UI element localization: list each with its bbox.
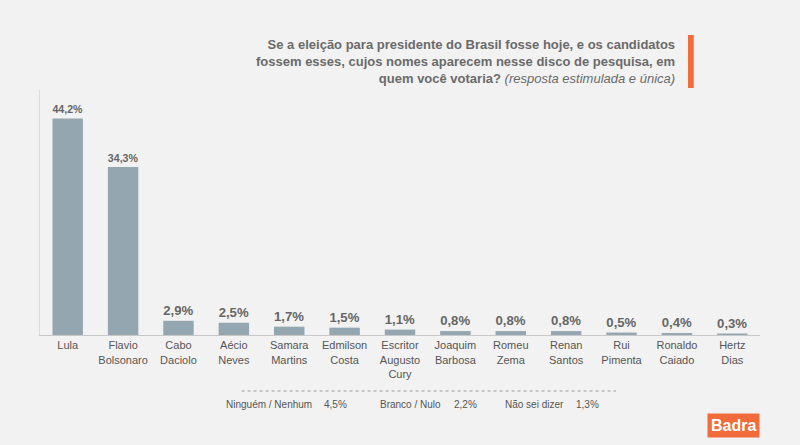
svg-text:FlavioBolsonaro: FlavioBolsonaro <box>98 339 148 365</box>
svg-text:Não sei dizer: Não sei dizer <box>505 399 564 410</box>
svg-text:1,5%: 1,5% <box>329 310 359 325</box>
svg-text:2,5%: 2,5% <box>219 305 249 320</box>
svg-text:RenanSantos: RenanSantos <box>549 339 584 365</box>
svg-text:RonaldoCaiado: RonaldoCaiado <box>656 339 697 365</box>
svg-text:0,8%: 0,8% <box>496 313 526 328</box>
svg-text:Se a eleição para presidente d: Se a eleição para presidente do Brasil f… <box>256 37 675 86</box>
svg-text:EdmilsonCosta: EdmilsonCosta <box>322 339 367 365</box>
svg-text:2,2%: 2,2% <box>454 399 477 410</box>
svg-text:1,1%: 1,1% <box>385 312 415 327</box>
svg-text:Lula: Lula <box>57 339 79 351</box>
svg-text:AécioNeves: AécioNeves <box>218 339 250 365</box>
svg-text:RuiPimenta: RuiPimenta <box>601 339 642 365</box>
svg-text:CaboDaciolo: CaboDaciolo <box>160 339 197 365</box>
svg-text:HertzDias: HertzDias <box>719 339 745 365</box>
svg-text:Branco / Nulo: Branco / Nulo <box>380 399 441 410</box>
svg-text:0,4%: 0,4% <box>662 315 692 330</box>
svg-text:4,5%: 4,5% <box>324 399 347 410</box>
svg-text:44,2%: 44,2% <box>52 103 83 115</box>
svg-text:0,3%: 0,3% <box>717 316 747 331</box>
svg-text:34,3%: 34,3% <box>108 152 139 164</box>
svg-text:SamaraMartins: SamaraMartins <box>270 339 309 365</box>
svg-text:1,3%: 1,3% <box>576 399 599 410</box>
svg-text:0,5%: 0,5% <box>606 315 636 330</box>
svg-text:Badra: Badra <box>711 417 756 434</box>
svg-text:JoaquimBarbosa: JoaquimBarbosa <box>435 339 477 365</box>
svg-text:0,8%: 0,8% <box>440 313 470 328</box>
svg-text:0,8%: 0,8% <box>551 313 581 328</box>
svg-text:Ninguém / Nenhum: Ninguém / Nenhum <box>226 399 312 410</box>
svg-text:1,7%: 1,7% <box>274 309 304 324</box>
svg-text:RomeuZema: RomeuZema <box>493 339 528 365</box>
svg-text:2,9%: 2,9% <box>163 303 193 318</box>
svg-text:EscritorAugustoCury: EscritorAugustoCury <box>380 339 420 380</box>
